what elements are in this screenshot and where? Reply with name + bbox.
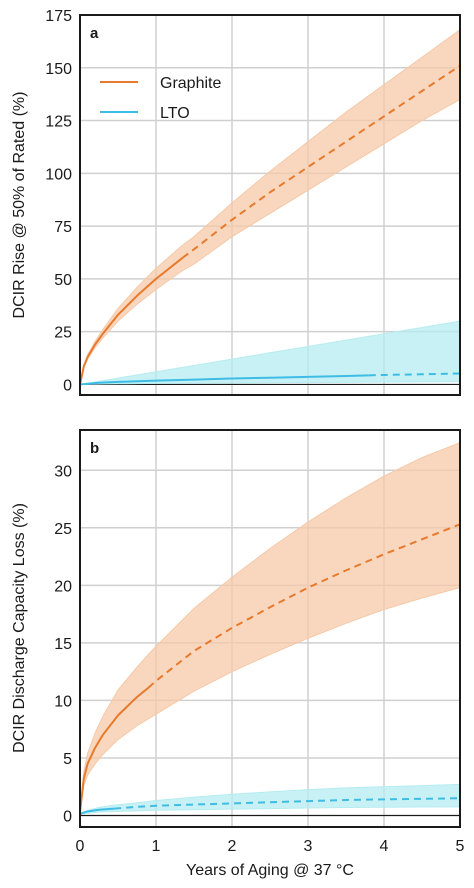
lto-line-measured <box>79 374 369 386</box>
panel-a-lines <box>79 64 461 386</box>
y-tick-label: 10 <box>54 693 72 710</box>
lto-line-extrapolated <box>114 797 461 810</box>
x-tick-label: 1 <box>152 838 161 855</box>
panel-b-frame <box>79 429 461 828</box>
x-tick-label: 5 <box>456 838 465 855</box>
x-tick-label: 3 <box>304 838 313 855</box>
y-tick-label: 175 <box>45 8 72 25</box>
legend-graphite-label: Graphite <box>160 75 221 92</box>
y-tick-label: 100 <box>45 166 72 183</box>
graphite-line-extrapolated <box>182 64 461 259</box>
panel-a: 0 25 50 75 100 125 150 175 a Graphite LTO DCIR … <box>11 8 461 396</box>
panel-a-y-ticks: 0 25 50 75 100 125 150 175 <box>45 8 72 394</box>
panel-b-y-axis-label: DCIR Discharge Capacity Loss (%) <box>11 503 28 753</box>
panel-a-frame <box>79 14 461 396</box>
y-tick-label: 20 <box>54 578 72 595</box>
y-tick-label: 25 <box>54 521 72 538</box>
y-tick-label: 150 <box>45 61 72 78</box>
panel-b: 0 5 10 15 20 25 30 0 1 2 3 4 5 b DCIR Discharge Cap… <box>11 429 465 855</box>
legend: Graphite LTO <box>100 75 221 122</box>
legend-lto-label: LTO <box>160 105 190 122</box>
y-tick-label: 125 <box>45 114 72 131</box>
x-tick-label: 4 <box>380 838 389 855</box>
panel-b-y-ticks: 0 5 10 15 20 25 30 <box>54 463 72 825</box>
graphite-line-extrapolated <box>147 523 461 689</box>
y-tick-label: 15 <box>54 636 72 653</box>
graphite-line-measured <box>79 686 150 813</box>
x-tick-label: 2 <box>228 838 237 855</box>
panel-b-label: b <box>90 440 99 457</box>
x-axis-label: Years of Aging @ 37 °C <box>186 862 354 879</box>
y-tick-label: 30 <box>54 463 72 480</box>
y-tick-label: 0 <box>63 377 72 394</box>
lto-line-extrapolated <box>368 372 461 377</box>
y-tick-label: 0 <box>63 808 72 825</box>
y-tick-label: 5 <box>63 751 72 768</box>
lto-line-measured <box>79 807 115 815</box>
x-tick-label: 0 <box>76 838 85 855</box>
graphite-line-measured <box>79 256 184 385</box>
y-tick-label: 25 <box>54 325 72 342</box>
y-tick-label: 75 <box>54 219 72 236</box>
panel-a-y-axis-label: DCIR Rise @ 50% of Rated (%) <box>11 92 28 319</box>
panel-a-label: a <box>90 25 99 42</box>
x-axis-ticks: 0 1 2 3 4 5 <box>76 838 465 855</box>
y-tick-label: 50 <box>54 272 72 289</box>
panel-b-lines <box>79 523 461 815</box>
